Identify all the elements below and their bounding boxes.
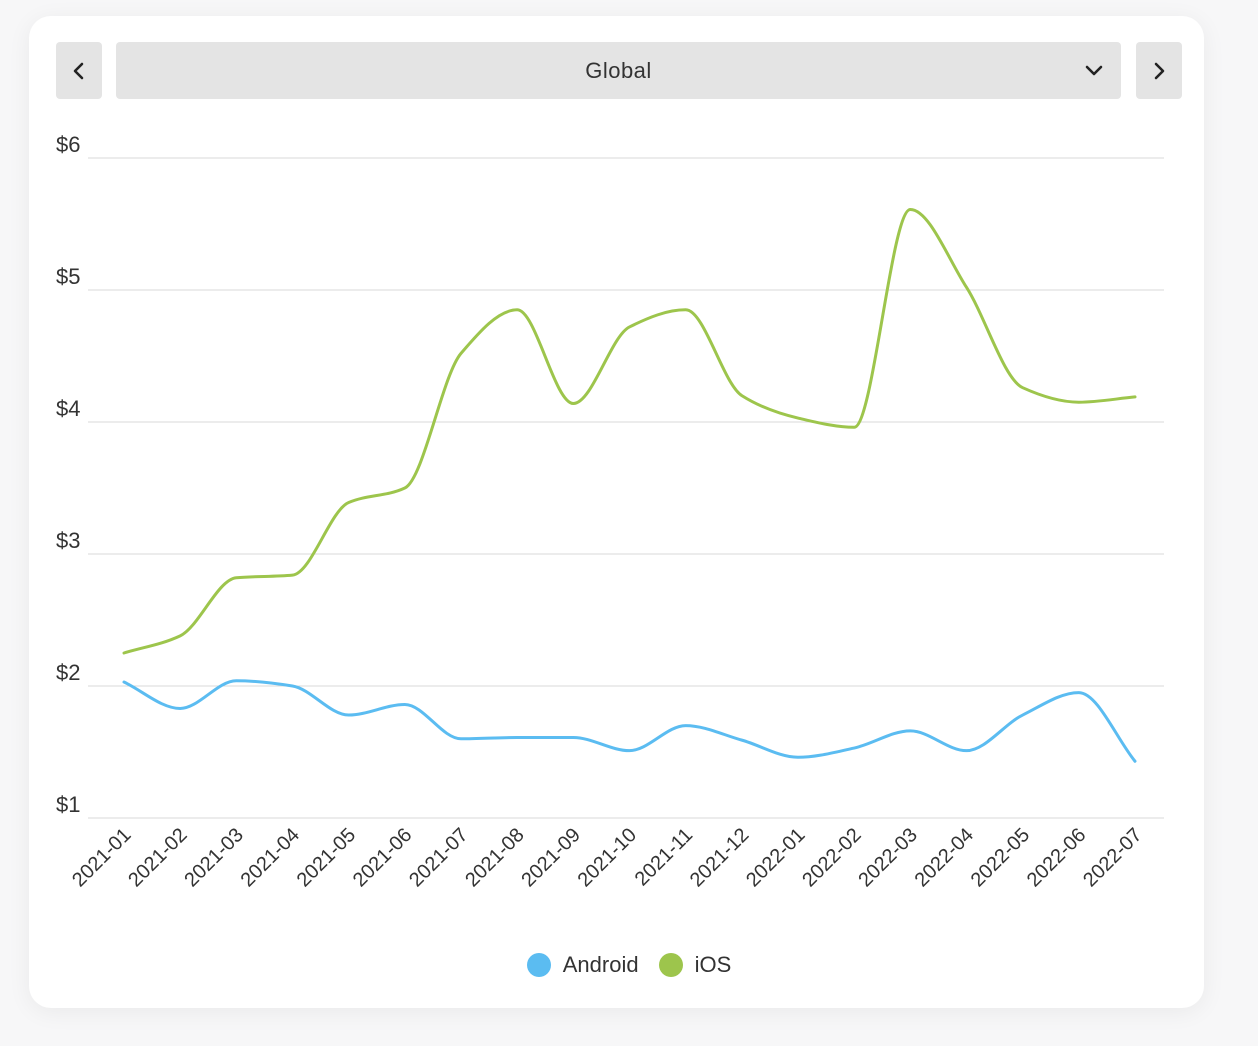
x-tick-label: 2022-03 <box>854 824 921 891</box>
legend-label-android: Android <box>562 952 639 977</box>
legend-swatch-ios <box>658 953 683 977</box>
chevron-down-icon <box>1085 65 1103 76</box>
x-tick-label: 2021-03 <box>180 824 247 891</box>
x-tick-label: 2022-07 <box>1079 824 1146 891</box>
chevron-left-icon <box>73 62 84 79</box>
chart-card <box>29 16 1204 1008</box>
chevron-right-icon <box>1154 62 1165 79</box>
x-tick-label: 2021-11 <box>631 824 697 890</box>
y-tick-label: $4 <box>56 396 80 421</box>
x-tick-label: 2022-04 <box>911 824 978 891</box>
x-tick-label: 2022-05 <box>967 824 1034 891</box>
chart-legend: Android iOS <box>0 952 1258 978</box>
y-tick-label: $5 <box>56 264 80 289</box>
next-button[interactable] <box>1136 42 1182 99</box>
x-tick-label: 2021-05 <box>293 824 360 891</box>
legend-item-android[interactable]: Android <box>526 952 639 978</box>
x-tick-label: 2021-01 <box>68 824 135 891</box>
legend-label-ios: iOS <box>694 952 732 977</box>
legend-swatch-android <box>526 953 551 977</box>
y-tick-label: $2 <box>56 660 80 685</box>
x-tick-label: 2021-09 <box>517 824 584 891</box>
x-tick-label: 2021-06 <box>349 824 416 891</box>
x-tick-label: 2021-12 <box>686 824 753 891</box>
x-tick-label: 2022-06 <box>1023 824 1090 891</box>
android-line <box>122 679 1137 763</box>
x-tick-label: 2021-04 <box>237 824 304 891</box>
previous-button[interactable] <box>56 42 102 99</box>
x-tick-label: 2021-07 <box>405 824 472 891</box>
x-tick-label: 2021-08 <box>461 824 528 891</box>
y-tick-label: $6 <box>56 132 80 157</box>
legend-item-ios[interactable]: iOS <box>658 952 732 978</box>
ios-line <box>122 207 1137 655</box>
x-tick-label: 2022-02 <box>798 824 865 891</box>
region-select-value: Global <box>585 57 652 83</box>
x-tick-label: 2022-01 <box>742 824 809 891</box>
region-select[interactable]: Global <box>116 42 1121 99</box>
x-tick-label: 2021-02 <box>124 824 191 891</box>
y-tick-label: $3 <box>56 528 80 553</box>
x-tick-label: 2021-10 <box>574 824 641 891</box>
y-tick-label: $1 <box>56 792 80 817</box>
